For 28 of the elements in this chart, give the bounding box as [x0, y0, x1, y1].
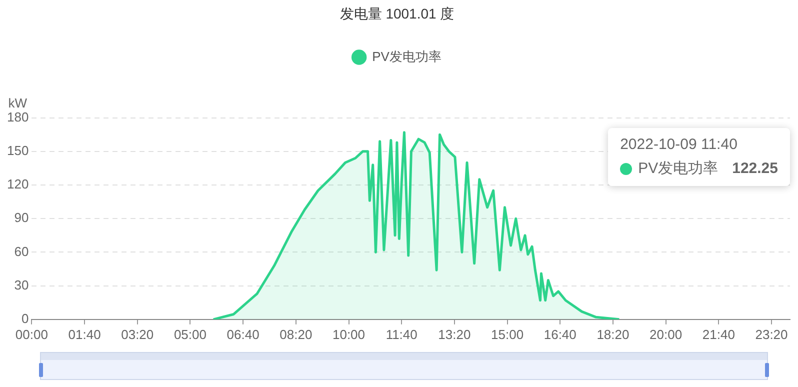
y-tick-label: 120 [6, 176, 29, 192]
x-tick-label: 13:20 [438, 326, 471, 342]
annotation: PV发电功率 [638, 159, 718, 178]
y-axis-title: kW [8, 95, 28, 110]
x-tick-label: 01:40 [68, 326, 101, 342]
x-tick-label: 18:20 [596, 326, 630, 342]
x-tick-label: 15:00 [491, 326, 524, 342]
x-tick-label: 21:40 [702, 326, 735, 342]
y-tick-label: 60 [14, 244, 29, 259]
annotation: 122.25 [732, 160, 778, 177]
x-tick-label: 16:40 [544, 326, 576, 342]
x-tick-label: 10:00 [332, 326, 366, 342]
y-tick-label: 90 [14, 210, 29, 226]
y-tick-label: 150 [6, 142, 29, 158]
y-tick-label: 180 [6, 109, 29, 124]
y-tick-label: 30 [14, 277, 29, 292]
legend-label: PV发电功率 [372, 48, 442, 64]
annotation: 2022-10-09 11:40 [620, 136, 738, 153]
x-tick-label: 05:00 [174, 326, 206, 342]
x-tick-label: 03:20 [121, 326, 154, 342]
y-tick-label: 0 [21, 310, 29, 326]
x-tick-label: 08:20 [280, 326, 312, 342]
x-tick-label: 06:40 [226, 326, 260, 342]
x-tick-label: 00:00 [15, 326, 48, 342]
x-tick-label: 20:00 [650, 326, 682, 342]
chart-title: 发电量 1001.01 度 [340, 5, 454, 22]
x-tick-label: 23:20 [755, 326, 788, 342]
x-tick-label: 11:40 [386, 326, 418, 342]
